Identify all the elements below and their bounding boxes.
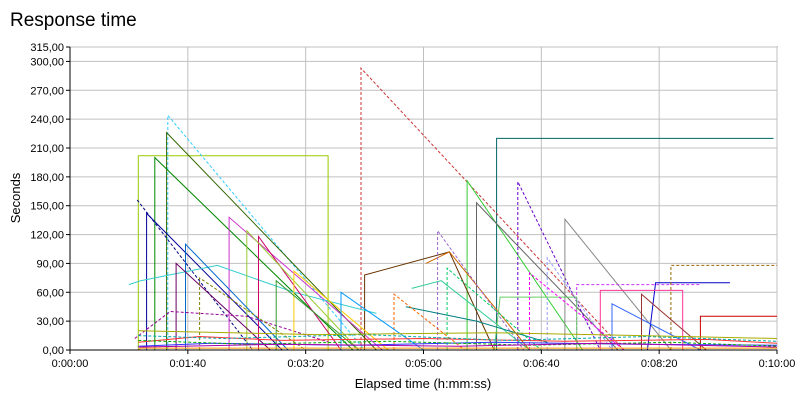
series-line: [134, 310, 330, 343]
y-tick-label: 90,00: [36, 258, 64, 270]
series-line: [493, 296, 578, 351]
grid: [69, 46, 778, 351]
tick-labels: 0,00 30,00 60,00 90,00 120,00 150,00 180,00 210…: [30, 42, 795, 370]
series-line: [670, 264, 777, 350]
series-line: [137, 155, 329, 350]
y-tick-label: 0,00: [43, 345, 64, 357]
x-tick-label: 0:01:40: [169, 358, 206, 370]
series-line: [138, 335, 778, 344]
series-line: [340, 291, 424, 351]
series-line: [138, 334, 778, 342]
series-line: [360, 66, 625, 351]
y-tick-label: 210,00: [30, 143, 64, 155]
y-tick-label: 120,00: [30, 230, 64, 242]
y-tick-label: 180,00: [30, 172, 64, 184]
series-line: [411, 280, 530, 351]
series-line: [564, 217, 672, 351]
x-tick-label: 0:05:00: [405, 358, 442, 370]
y-tick-label: 240,00: [30, 114, 64, 126]
y-axis-title: Seconds: [8, 172, 23, 223]
x-tick-label: 0:03:20: [287, 358, 324, 370]
series-line: [199, 276, 306, 351]
x-tick-label: 0:06:40: [523, 358, 560, 370]
x-tick-label: 0:08:20: [641, 358, 678, 370]
y-tick-label: 270,00: [30, 85, 64, 97]
y-tick-label: 150,00: [30, 201, 64, 213]
series-line: [517, 181, 601, 351]
y-tick-label: 315,00: [30, 42, 64, 54]
series-line: [405, 306, 548, 343]
y-tick-label: 60,00: [36, 287, 64, 299]
series-line: [128, 264, 377, 314]
series-line: [275, 279, 360, 351]
series-line: [246, 229, 360, 351]
series-line: [228, 216, 383, 351]
series-line: [138, 339, 778, 347]
x-axis-title: Elapsed time (h:mm:ss): [355, 376, 492, 391]
series-line: [425, 251, 530, 351]
series-line: [138, 330, 778, 339]
x-tick-label: 0:00:00: [52, 358, 89, 370]
series-line: [364, 251, 495, 351]
series-line: [136, 199, 253, 351]
y-tick-label: 30,00: [36, 316, 64, 328]
series-line: [646, 282, 730, 351]
series-line: [446, 267, 542, 351]
series-line: [476, 201, 619, 351]
series-line: [293, 270, 389, 351]
series-line: [154, 156, 354, 351]
chart-title: Response time: [10, 10, 137, 31]
series-line: [641, 293, 707, 351]
series-line: [175, 262, 271, 351]
series-line: [529, 271, 625, 351]
series-line: [146, 212, 283, 351]
series-line: [166, 131, 377, 351]
y-tick-label: 300,00: [30, 56, 64, 68]
series-line: [138, 342, 778, 348]
series-line: [393, 293, 466, 351]
x-tick-label: 0:10:00: [759, 358, 796, 370]
series-line: [546, 256, 613, 351]
